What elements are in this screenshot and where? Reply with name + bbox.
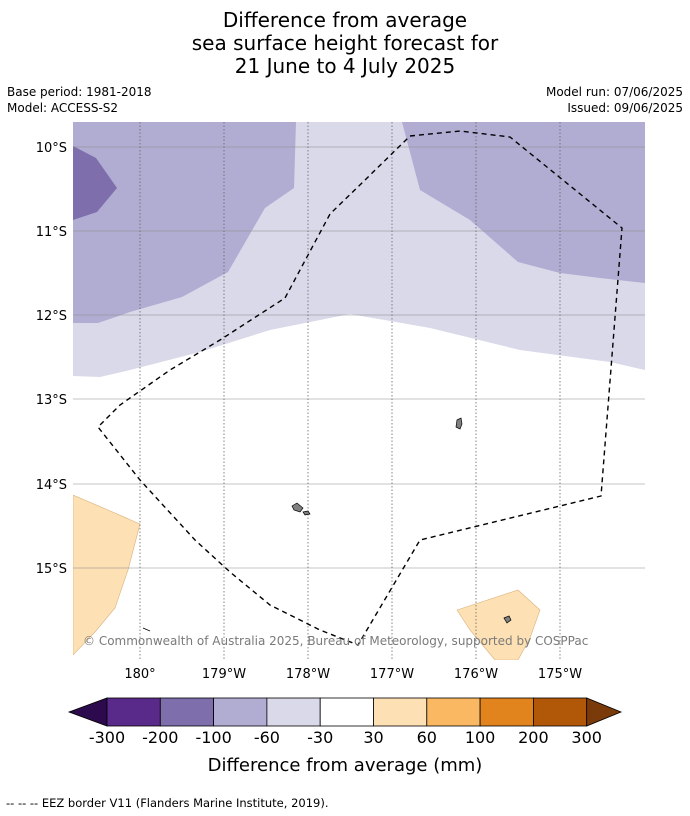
- model-run-text: Model run: 07/06/2025: [545, 85, 683, 99]
- colorbar-tick-label: -200: [142, 728, 178, 747]
- chart-svg: © Commonwealth of Australia 2025, Bureau…: [36, 122, 645, 776]
- colorbar-segment: [266, 697, 321, 727]
- region-peach-southwest: [73, 494, 141, 656]
- lat-tick-label: 10°S: [36, 141, 67, 156]
- island-fragment-southwest: [142, 627, 151, 632]
- lon-tick-label: 179°W: [202, 667, 246, 682]
- copyright-text: © Commonwealth of Australia 2025, Bureau…: [83, 634, 588, 648]
- colorbar-segment: [319, 697, 374, 727]
- region-lavender-northwest: [73, 122, 296, 323]
- graticule: [73, 122, 645, 660]
- map-area: © Commonwealth of Australia 2025, Bureau…: [73, 122, 645, 660]
- lon-tick-label: 180°: [124, 667, 155, 682]
- colorbar-segment: [426, 697, 481, 727]
- island-futuna: [291, 502, 304, 513]
- longitude-tick-labels: 180° 179°W 178°W 177°W 176°W 175°W: [124, 667, 582, 682]
- lat-tick-label: 11°S: [36, 225, 67, 240]
- colorbar-extend-low: [67, 697, 108, 727]
- chart-title-line-1: Difference from average: [222, 8, 468, 32]
- lat-tick-label: 12°S: [36, 309, 67, 324]
- eez-footnote: -- -- -- EEZ border V11 (Flanders Marine…: [6, 796, 329, 810]
- colorbar-tick-label: 200: [518, 728, 549, 747]
- colorbar-extend-high: [586, 697, 623, 727]
- lon-tick-label: 175°W: [538, 667, 582, 682]
- lat-tick-label: 15°S: [36, 562, 67, 577]
- eez-border: [97, 130, 623, 646]
- colorbar: -300 -200 -100 -60 -30 30 60 100 200 300: [67, 697, 623, 747]
- colorbar-segment: [373, 697, 428, 727]
- model-text: Model: ACCESS-S2: [7, 101, 119, 115]
- island-alofi: [302, 510, 311, 516]
- colorbar-tick-label: -60: [254, 728, 280, 747]
- base-period-text: Base period: 1981-2018: [7, 85, 152, 99]
- colorbar-tick-label: 60: [417, 728, 437, 747]
- island-wallis: [455, 417, 463, 430]
- colorbar-label: Difference from average (mm): [208, 755, 483, 776]
- lon-tick-label: 176°W: [454, 667, 498, 682]
- colorbar-tick-label: -100: [195, 728, 231, 747]
- colorbar-segment: [106, 697, 161, 727]
- colorbar-tick-label: -30: [307, 728, 333, 747]
- chart-title-line-3: 21 June to 4 July 2025: [234, 54, 456, 78]
- colorbar-segment: [533, 697, 588, 727]
- region-purple-patch: [73, 146, 117, 220]
- latitude-tick-labels: 10°S 11°S 12°S 13°S 14°S 15°S: [36, 141, 67, 577]
- lat-tick-label: 13°S: [36, 393, 67, 408]
- region-peach-southeast: [456, 589, 541, 660]
- colorbar-tick-label: 100: [465, 728, 496, 747]
- lon-tick-label: 177°W: [370, 667, 414, 682]
- colorbar-segment: [213, 697, 268, 727]
- colorbar-segment: [479, 697, 534, 727]
- issued-text: Issued: 09/06/2025: [567, 101, 683, 115]
- island-niuafoou: [503, 615, 512, 624]
- lat-tick-label: 14°S: [36, 478, 67, 493]
- lon-tick-label: 178°W: [286, 667, 330, 682]
- chart-title-line-2: sea surface height forecast for: [191, 31, 499, 55]
- colorbar-tick-label: -300: [89, 728, 125, 747]
- colorbar-tick-label: 30: [363, 728, 383, 747]
- colorbar-tick-label: 300: [571, 728, 602, 747]
- colorbar-segment: [159, 697, 215, 727]
- region-lavender-northeast: [402, 122, 645, 283]
